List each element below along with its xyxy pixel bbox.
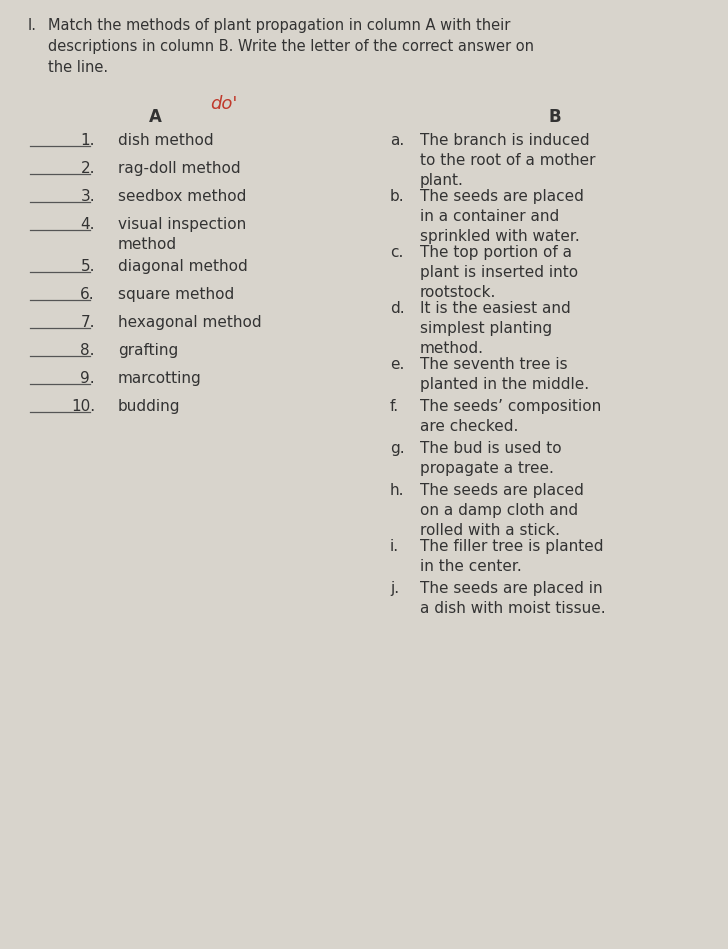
Text: i.: i.	[390, 539, 399, 554]
Text: diagonal method: diagonal method	[118, 259, 248, 274]
Text: The seventh tree is
planted in the middle.: The seventh tree is planted in the middl…	[420, 357, 589, 392]
Text: d.: d.	[390, 301, 405, 316]
Text: The filler tree is planted
in the center.: The filler tree is planted in the center…	[420, 539, 604, 574]
Text: 4.: 4.	[81, 217, 95, 232]
Text: A: A	[149, 108, 162, 126]
Text: 6.: 6.	[80, 287, 95, 302]
Text: 5.: 5.	[81, 259, 95, 274]
Text: The top portion of a
plant is inserted into
rootstock.: The top portion of a plant is inserted i…	[420, 245, 578, 300]
Text: do': do'	[210, 95, 237, 113]
Text: 10.: 10.	[71, 399, 95, 414]
Text: The seeds are placed
in a container and
sprinkled with water.: The seeds are placed in a container and …	[420, 189, 584, 244]
Text: 3.: 3.	[80, 189, 95, 204]
Text: c.: c.	[390, 245, 403, 260]
Text: B: B	[549, 108, 561, 126]
Text: dish method: dish method	[118, 133, 213, 148]
Text: grafting: grafting	[118, 343, 178, 358]
Text: 8.: 8.	[81, 343, 95, 358]
Text: 7.: 7.	[81, 315, 95, 330]
Text: It is the easiest and
simplest planting
method.: It is the easiest and simplest planting …	[420, 301, 571, 356]
Text: Match the methods of plant propagation in column A with their
descriptions in co: Match the methods of plant propagation i…	[48, 18, 534, 75]
Text: 2.: 2.	[81, 161, 95, 176]
Text: 1.: 1.	[81, 133, 95, 148]
Text: seedbox method: seedbox method	[118, 189, 246, 204]
Text: square method: square method	[118, 287, 234, 302]
Text: The seeds are placed
on a damp cloth and
rolled with a stick.: The seeds are placed on a damp cloth and…	[420, 483, 584, 537]
Text: 9.: 9.	[80, 371, 95, 386]
Text: b.: b.	[390, 189, 405, 204]
Text: The seeds’ composition
are checked.: The seeds’ composition are checked.	[420, 399, 601, 434]
Text: f.: f.	[390, 399, 399, 414]
Text: hexagonal method: hexagonal method	[118, 315, 261, 330]
Text: j.: j.	[390, 581, 399, 596]
Text: I.: I.	[28, 18, 37, 33]
Text: rag-doll method: rag-doll method	[118, 161, 241, 176]
Text: e.: e.	[390, 357, 404, 372]
Text: The branch is induced
to the root of a mother
plant.: The branch is induced to the root of a m…	[420, 133, 596, 188]
Text: marcotting: marcotting	[118, 371, 202, 386]
Text: The seeds are placed in
a dish with moist tissue.: The seeds are placed in a dish with mois…	[420, 581, 606, 616]
Text: budding: budding	[118, 399, 181, 414]
Text: h.: h.	[390, 483, 405, 498]
Text: visual inspection
method: visual inspection method	[118, 217, 246, 251]
Text: The bud is used to
propagate a tree.: The bud is used to propagate a tree.	[420, 441, 561, 475]
Text: g.: g.	[390, 441, 405, 456]
Text: a.: a.	[390, 133, 404, 148]
